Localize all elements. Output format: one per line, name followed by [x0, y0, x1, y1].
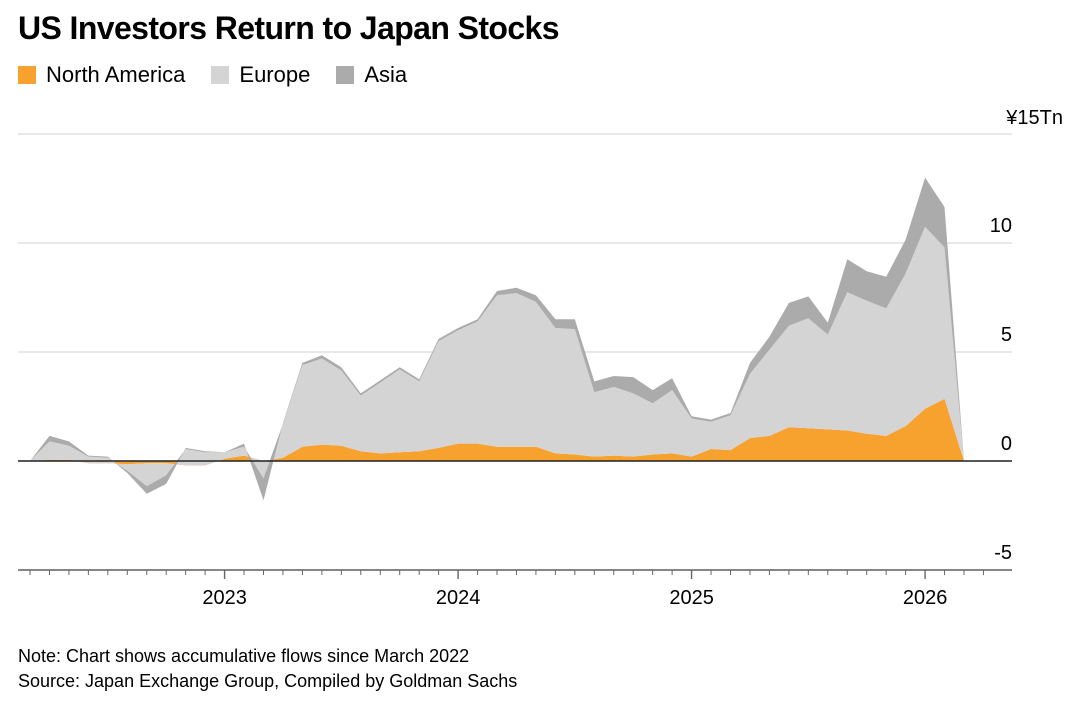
chart-footer: Note: Chart shows accumulative flows sin…: [18, 644, 517, 694]
area-north-america: [30, 398, 964, 466]
chart-note: Note: Chart shows accumulative flows sin…: [18, 646, 470, 666]
legend-item-asia: Asia: [336, 62, 407, 88]
chart-title: US Investors Return to Japan Stocks: [18, 10, 560, 46]
x-tick-label-2026: 2026: [903, 587, 948, 609]
legend-swatch-north-america: [18, 66, 36, 84]
y-tick-label-15: ¥15Tn: [1005, 107, 1063, 129]
legend-label-asia: Asia: [364, 62, 408, 87]
legend-item-north-america: North America: [18, 62, 185, 88]
y-tick-label-10: 10: [990, 215, 1012, 237]
chart-legend: North America Europe Asia: [18, 62, 433, 88]
chart-source: Source: Japan Exchange Group, Compiled b…: [18, 671, 518, 691]
y-tick-label-0: 0: [1001, 433, 1012, 455]
legend-label-europe: Europe: [239, 62, 311, 87]
area-asia: [30, 177, 964, 501]
legend-label-north-america: North America: [46, 62, 186, 87]
x-tick-label-2025: 2025: [669, 587, 714, 609]
legend-swatch-asia: [336, 66, 355, 84]
legend-swatch-europe: [211, 66, 230, 84]
y-tick-label--5: -5: [994, 542, 1012, 564]
x-tick-label-2024: 2024: [436, 587, 481, 609]
area-europe: [30, 226, 964, 487]
x-tick-label-2023: 2023: [202, 587, 247, 609]
legend-item-europe: Europe: [211, 62, 310, 88]
y-tick-label-5: 5: [1001, 324, 1012, 346]
stacked-area-chart: 2023 2024 2025 2026 ¥15Tn 10 5 0 -5: [18, 107, 1063, 609]
